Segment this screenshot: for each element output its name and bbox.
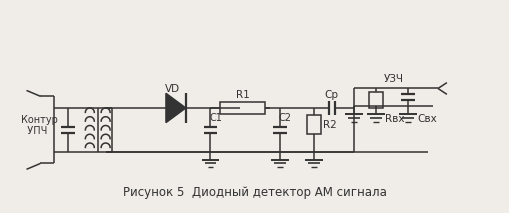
Text: C1: C1	[209, 113, 222, 123]
Bar	[368, 92, 382, 108]
Text: Контур
  УПЧ: Контур УПЧ	[20, 115, 58, 136]
Text: Rвх: Rвх	[384, 114, 403, 124]
Text: VD: VD	[165, 84, 180, 94]
Text: Рисунок 5  Диодный детектор АМ сигнала: Рисунок 5 Диодный детектор АМ сигнала	[123, 186, 386, 199]
Text: R2: R2	[323, 121, 336, 131]
Text: Ср: Ср	[324, 90, 338, 100]
Bar	[220, 102, 264, 114]
Text: Свх: Свх	[416, 114, 436, 124]
Text: УЗЧ: УЗЧ	[383, 74, 403, 84]
Text: C2: C2	[278, 113, 291, 123]
Polygon shape	[165, 93, 185, 122]
Text: R1: R1	[236, 90, 249, 100]
Bar	[307, 115, 321, 134]
